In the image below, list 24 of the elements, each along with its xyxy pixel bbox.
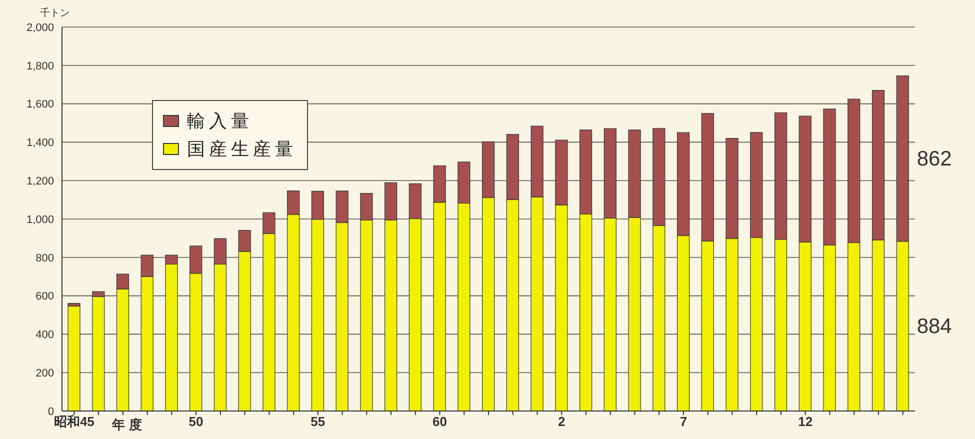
x-tick-label: 60 xyxy=(432,414,447,430)
y-tick-label: 1,400 xyxy=(26,137,54,150)
y-axis-title: 千トン xyxy=(40,6,70,20)
text: 884 xyxy=(916,315,952,338)
x-axis-title: 年度 xyxy=(112,416,146,434)
legend-label: 輸入量 xyxy=(187,110,253,133)
y-tick-label: 200 xyxy=(36,368,54,380)
y-tick-label: 1,000 xyxy=(26,214,54,226)
y-tick-label: 1,800 xyxy=(26,60,54,72)
y-tick-label: 2,000 xyxy=(26,22,54,34)
x-tick-label: 昭和45 xyxy=(54,414,94,430)
x-tick-label: 55 xyxy=(310,414,326,430)
x-tick-label: 50 xyxy=(188,414,204,430)
x-tick-label: 7 xyxy=(680,414,688,430)
y-tick-label: 1,200 xyxy=(26,176,54,188)
y-tick-label: 400 xyxy=(36,329,54,342)
y-tick-label: 800 xyxy=(36,252,54,264)
text: 862 xyxy=(916,148,952,171)
y-tick-label: 1,600 xyxy=(26,98,54,111)
x-tick-label: 12 xyxy=(798,414,813,430)
y-tick-label: 600 xyxy=(36,290,54,303)
x-tick-label: 2 xyxy=(558,414,566,430)
y-tick-label: 0 xyxy=(48,406,54,418)
legend-label: 国産生産量 xyxy=(187,138,297,161)
